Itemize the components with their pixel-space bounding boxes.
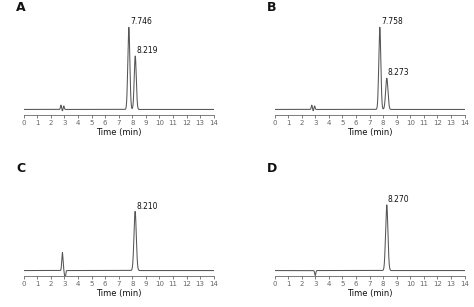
Text: B: B bbox=[267, 1, 276, 14]
X-axis label: Time (min): Time (min) bbox=[96, 289, 141, 298]
X-axis label: Time (min): Time (min) bbox=[96, 128, 141, 137]
Text: D: D bbox=[267, 162, 277, 175]
Text: 8.219: 8.219 bbox=[137, 46, 158, 55]
Text: A: A bbox=[16, 1, 26, 14]
Text: 8.210: 8.210 bbox=[136, 202, 158, 211]
X-axis label: Time (min): Time (min) bbox=[347, 289, 392, 298]
Text: C: C bbox=[16, 162, 25, 175]
Text: 8.270: 8.270 bbox=[388, 195, 410, 204]
X-axis label: Time (min): Time (min) bbox=[347, 128, 392, 137]
Text: 8.273: 8.273 bbox=[388, 68, 410, 77]
Text: 7.758: 7.758 bbox=[381, 17, 402, 26]
Text: 7.746: 7.746 bbox=[130, 17, 152, 26]
